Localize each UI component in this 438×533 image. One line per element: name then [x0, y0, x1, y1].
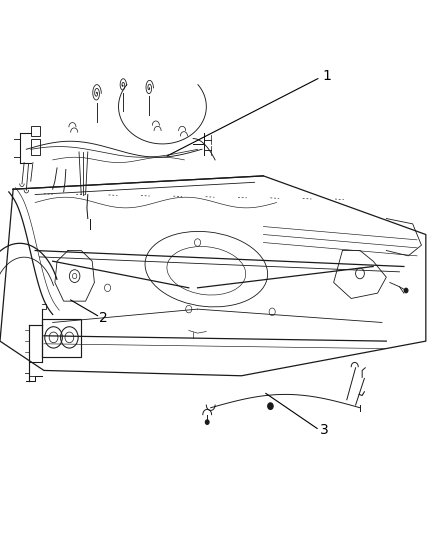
Text: 3: 3	[319, 423, 328, 437]
Bar	[42, 319, 81, 357]
Circle shape	[205, 420, 208, 424]
Text: 2: 2	[99, 311, 107, 325]
Circle shape	[403, 288, 407, 293]
Bar	[31, 139, 40, 155]
Bar	[31, 126, 40, 136]
Circle shape	[267, 403, 272, 409]
Text: 1: 1	[322, 69, 331, 83]
